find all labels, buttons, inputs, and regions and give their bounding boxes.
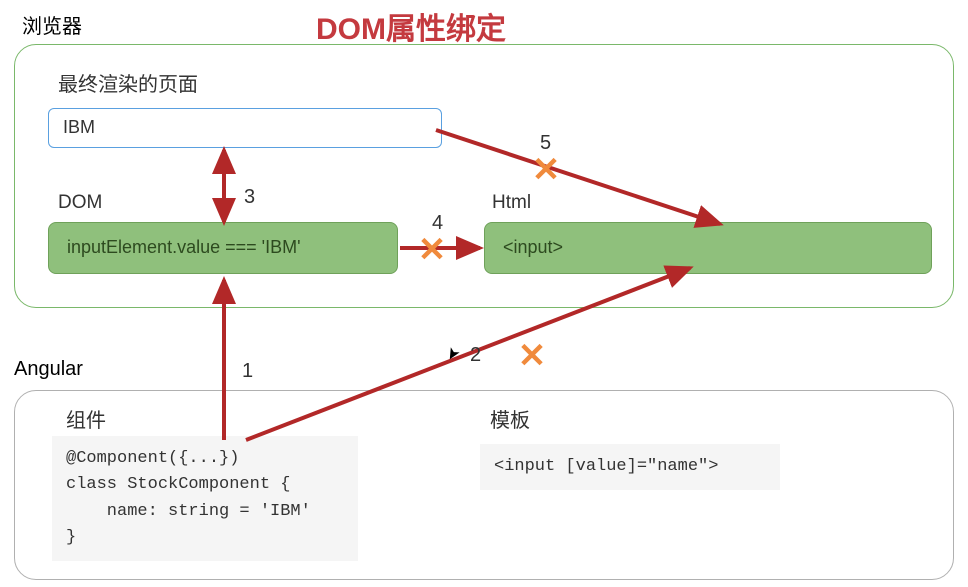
rendered-page-label: 最终渲染的页面	[58, 68, 198, 97]
rendered-input-box: IBM	[48, 108, 442, 148]
cross-icon-5: ✕	[532, 150, 561, 190]
cursor-icon: ➤	[441, 343, 465, 365]
cross-icon-4: ✕	[418, 230, 447, 270]
component-label: 组件	[66, 404, 106, 433]
dom-label: DOM	[58, 192, 102, 214]
diagram-title: DOM属性绑定	[316, 4, 506, 48]
cross-icon-2: ✕	[518, 336, 547, 376]
component-code: @Component({...}) class StockComponent {…	[52, 436, 358, 561]
template-label: 模板	[490, 404, 530, 433]
arrow-number-1: 1	[242, 360, 253, 383]
dom-value-box: inputElement.value === 'IBM'	[48, 222, 398, 274]
html-label: Html	[492, 192, 531, 214]
arrow-number-2: 2	[470, 344, 481, 367]
template-code: <input [value]="name">	[480, 444, 780, 490]
html-input-box: <input>	[484, 222, 932, 274]
arrow-number-3: 3	[244, 186, 255, 209]
browser-section-label: 浏览器	[22, 10, 82, 39]
angular-section-label: Angular	[14, 358, 83, 381]
